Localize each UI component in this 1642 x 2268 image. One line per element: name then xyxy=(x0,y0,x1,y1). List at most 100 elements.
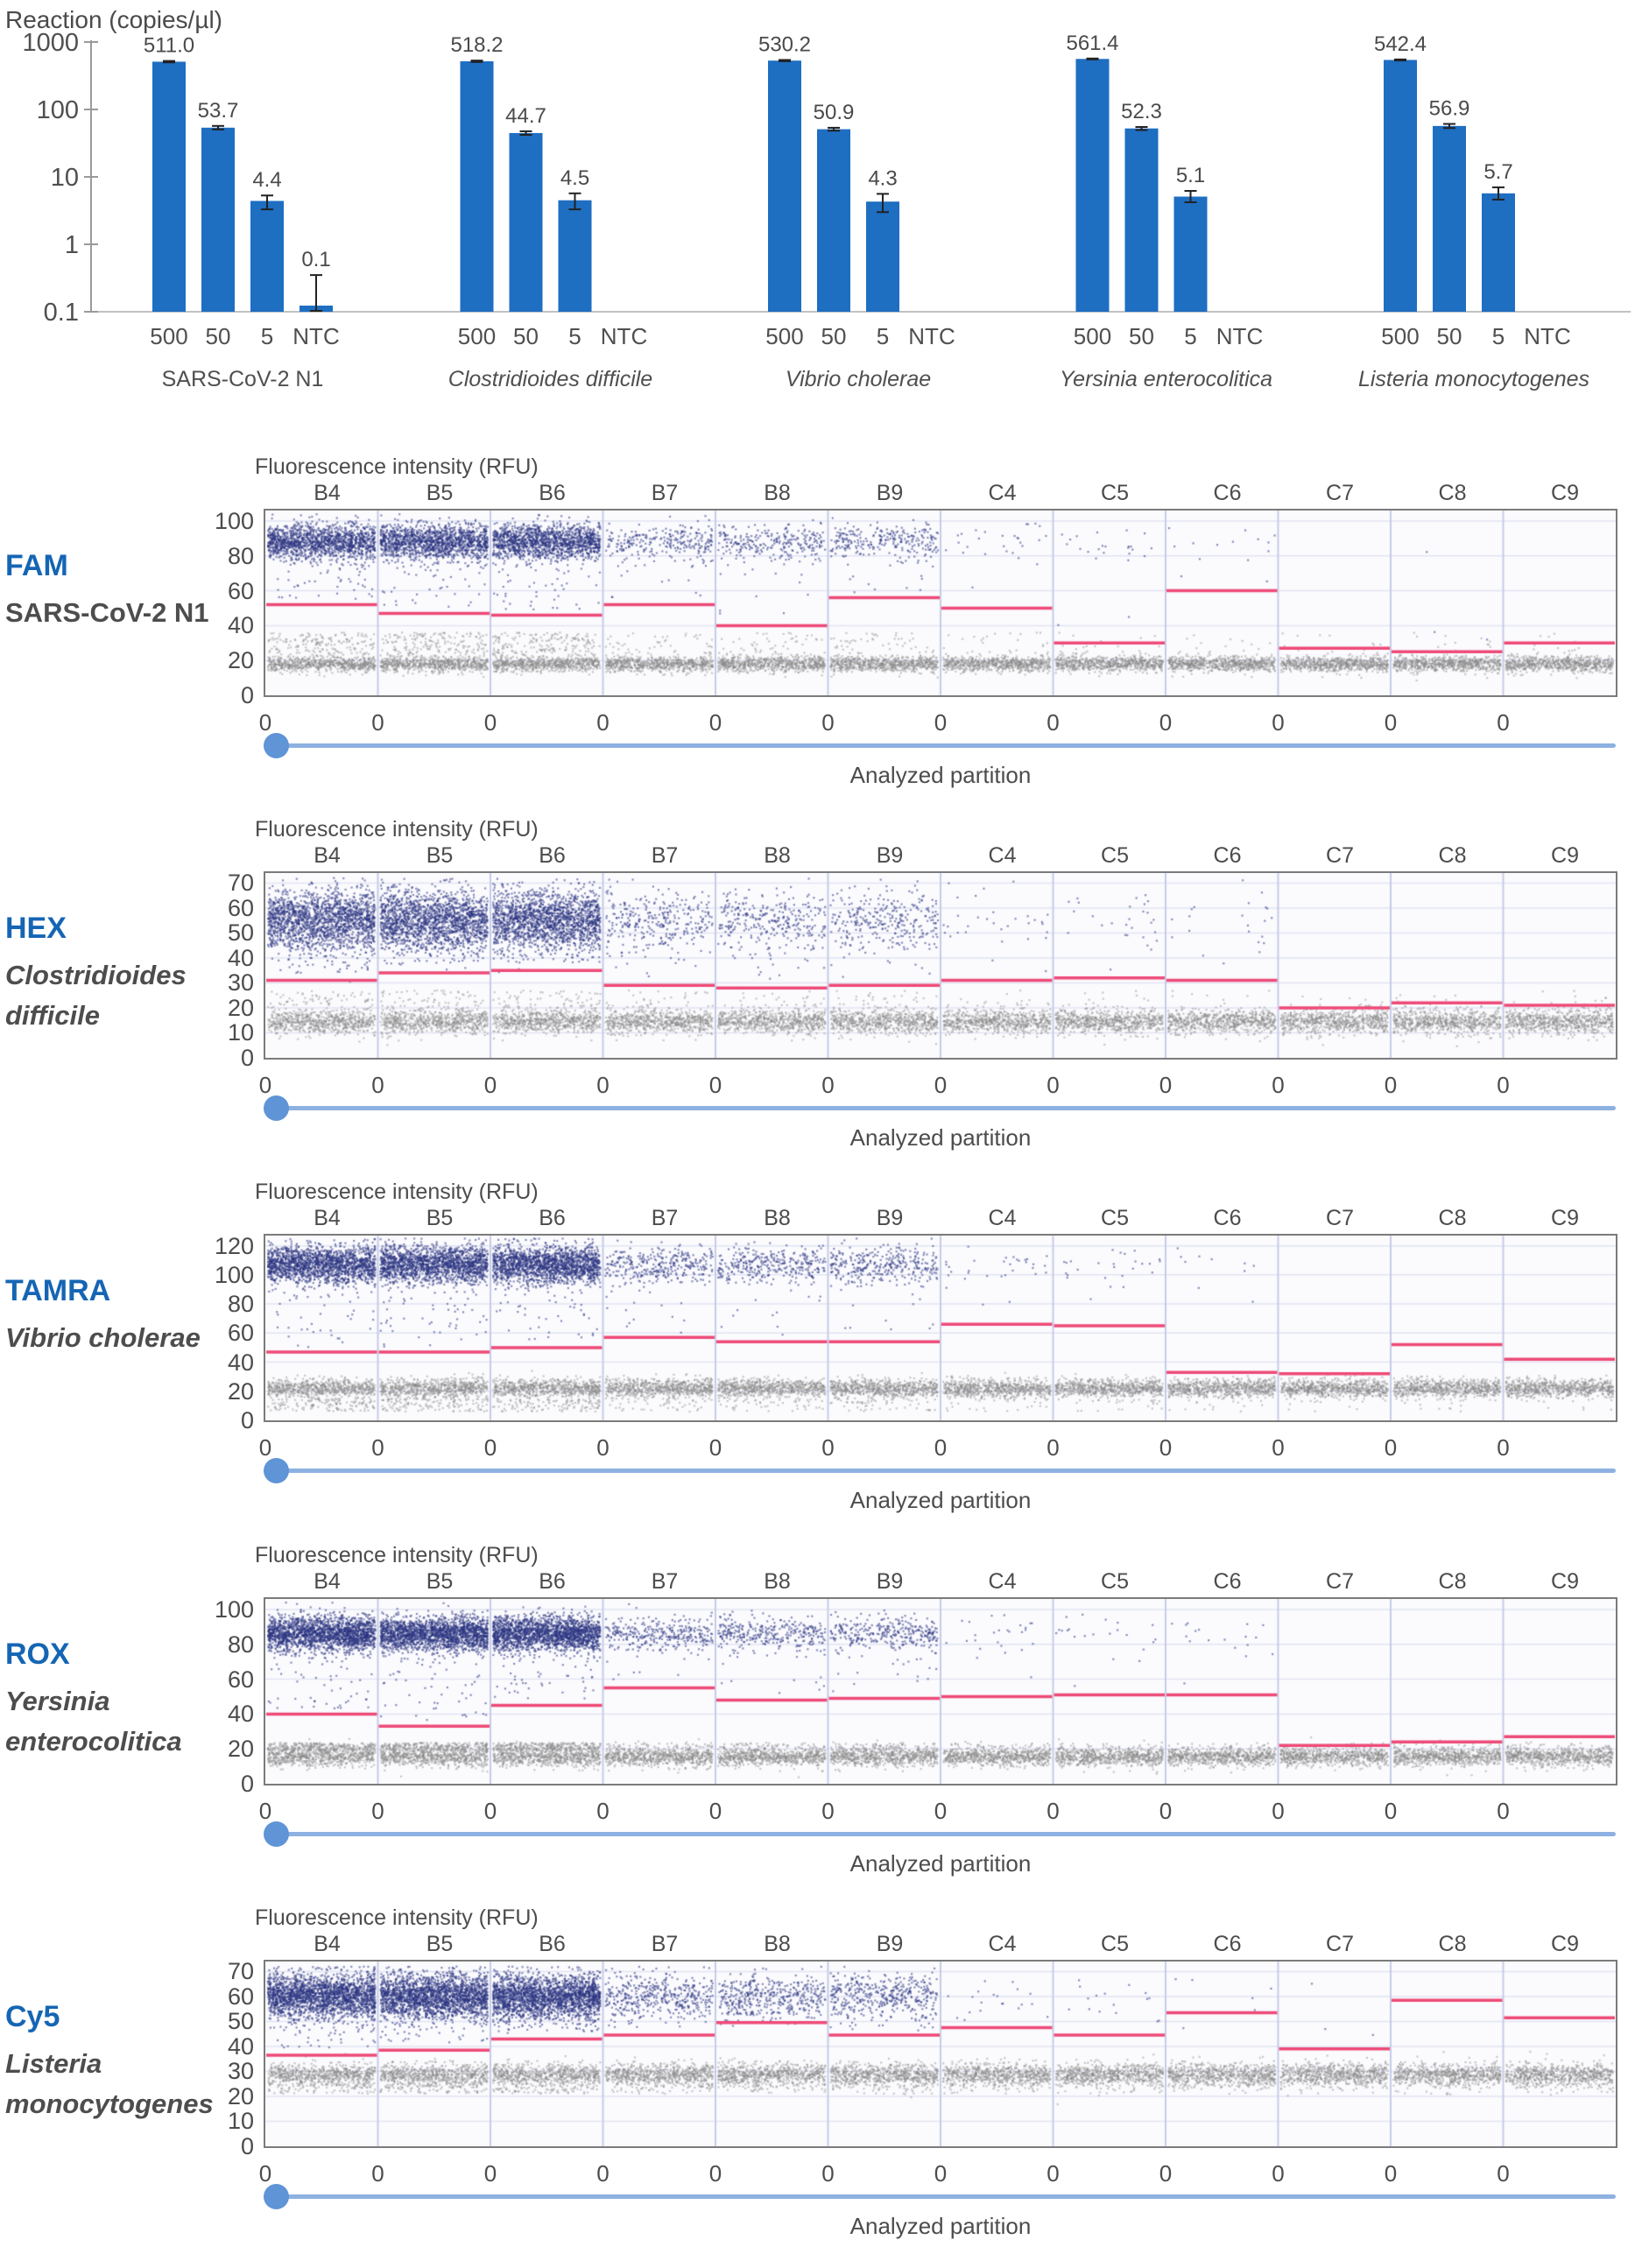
partition-slider[interactable] xyxy=(264,2184,1616,2209)
x-tick-zero: 0 xyxy=(483,1434,497,1461)
y-axis-title: Fluorescence intensity (RFU) xyxy=(255,1543,539,1567)
well-header: C8 xyxy=(1438,843,1467,868)
x-tick-zero: 0 xyxy=(821,1072,835,1098)
x-tick-zero: 0 xyxy=(821,1434,835,1461)
bar-x-tick-label: NTC xyxy=(292,323,339,349)
well-header: C9 xyxy=(1551,1569,1579,1594)
x-tick-zero: 0 xyxy=(708,709,722,736)
y-tick-label: 20 xyxy=(227,2082,254,2110)
x-tick-zero: 0 xyxy=(1497,2160,1510,2187)
target-line-1: Vibrio cholerae xyxy=(5,1322,201,1353)
bar-x-tick-label: NTC xyxy=(1216,323,1263,349)
y-tick-label: 30 xyxy=(227,2058,254,2085)
well-header: C4 xyxy=(988,1206,1017,1230)
partition-slider[interactable] xyxy=(264,733,1616,758)
y-tick-label: 40 xyxy=(227,2032,254,2060)
y-tick-label: 70 xyxy=(227,870,254,897)
y-tick-label: 0 xyxy=(240,1407,254,1433)
well-header: B9 xyxy=(876,1206,904,1230)
target-label: SARS-CoV-2 N1 xyxy=(5,593,209,633)
bar-x-tick-label: 500 xyxy=(1074,323,1111,349)
y-tick-labels: 100 80 60 40 20 0 xyxy=(123,509,254,708)
target-line-1: SARS-CoV-2 N1 xyxy=(5,597,209,628)
panel-tamra: TAMRA Vibrio cholerae Fluorescence inten… xyxy=(0,1180,1642,1542)
slider-knob[interactable] xyxy=(264,1095,289,1121)
x-tick-zero: 0 xyxy=(934,1072,948,1098)
bar-group-label: SARS-CoV-2 N1 xyxy=(162,367,324,391)
bar-value-label: 53.7 xyxy=(198,99,239,123)
x-axis-label: Analyzed partition xyxy=(849,1124,1032,1151)
x-tick-zero: 0 xyxy=(1159,1434,1173,1461)
x-tick-zero: 0 xyxy=(258,2160,272,2187)
well-header: B4 xyxy=(314,1932,341,1956)
panel-hex: HEX Clostridioides difficile Fluorescenc… xyxy=(0,817,1642,1180)
well-header: B5 xyxy=(426,1569,454,1594)
bar xyxy=(509,132,543,312)
y-tick-label: 60 xyxy=(227,577,254,604)
y-tick-labels: 70 60 50 40 30 20 10 0 xyxy=(123,870,254,1070)
well-header: C6 xyxy=(1213,481,1242,505)
y-tick-label: 0 xyxy=(240,1045,254,1071)
x-tick-zero: 0 xyxy=(371,2160,384,2187)
x-tick-zero: 0 xyxy=(1497,1434,1510,1461)
well-header: C9 xyxy=(1551,843,1579,868)
well-header: C7 xyxy=(1326,843,1354,868)
x-tick-zero: 0 xyxy=(483,709,497,736)
well-header: C9 xyxy=(1551,1206,1579,1230)
x-tick-zero: 0 xyxy=(1047,1798,1060,1824)
partition-slider[interactable] xyxy=(264,1821,1616,1847)
x-tick-zero: 0 xyxy=(821,709,835,736)
slider-knob[interactable] xyxy=(264,1821,289,1847)
x-tick-zero: 0 xyxy=(708,1072,722,1098)
x-axis-label: Analyzed partition xyxy=(849,1850,1032,1877)
x-tick-zero: 0 xyxy=(596,709,610,736)
y-axis-title: Fluorescence intensity (RFU) xyxy=(255,454,539,479)
well-header: B6 xyxy=(539,1932,566,1956)
x-tick-zero: 0 xyxy=(483,2160,497,2187)
panel-rox: ROX Yersinia enterocolitica Fluorescence… xyxy=(0,1543,1642,1905)
y-tick-label: 0 xyxy=(240,2133,254,2159)
y-tick-label: 100 xyxy=(214,1261,254,1288)
y-tick-label: 80 xyxy=(227,1631,254,1658)
bar xyxy=(250,201,284,312)
bar-chart-title: Reaction (copies/µl) xyxy=(5,6,222,33)
x-tick-zero: 0 xyxy=(1272,1072,1285,1098)
partition-slider[interactable] xyxy=(264,1458,1616,1483)
bar-x-tick-label: 500 xyxy=(150,323,187,349)
well-header: C4 xyxy=(988,1569,1017,1594)
well-header: C6 xyxy=(1213,843,1242,868)
y-tick-label: 50 xyxy=(227,919,254,947)
fluor-label: FAM xyxy=(5,549,68,582)
partition-slider[interactable] xyxy=(264,1095,1616,1121)
well-header: B9 xyxy=(876,843,904,868)
target-line-1: Clostridioides xyxy=(5,960,187,990)
y-tick-label: 60 xyxy=(227,894,254,921)
well-header: C5 xyxy=(1101,1932,1129,1956)
y-tick-label: 10 xyxy=(51,164,79,192)
x-tick-zero: 0 xyxy=(483,1072,497,1098)
y-tick-label: 1 xyxy=(65,231,79,259)
x-tick-zero: 0 xyxy=(258,1798,272,1824)
bar-value-label: 530.2 xyxy=(758,32,811,56)
y-tick-label: 20 xyxy=(227,994,254,1021)
x-tick-zero: 0 xyxy=(1384,2160,1398,2187)
slider-knob[interactable] xyxy=(264,733,289,758)
scatter-plot xyxy=(264,1597,1617,1786)
slider-knob[interactable] xyxy=(264,1458,289,1483)
well-header-row: B4 B5 B6 B7 B8 B9 C4 C5 C6 C7 C8 C9 xyxy=(265,1569,1616,1595)
bar-value-label: 542.4 xyxy=(1374,32,1427,56)
bar xyxy=(768,60,801,312)
x-tick-zero: 0 xyxy=(1384,1798,1398,1824)
target-label: Clostridioides difficile xyxy=(5,955,187,1036)
y-axis-title: Fluorescence intensity (RFU) xyxy=(255,1180,539,1204)
fluor-label: ROX xyxy=(5,1638,70,1671)
slider-knob[interactable] xyxy=(264,2184,289,2209)
bar-x-tick-label: 50 xyxy=(206,323,231,349)
bar-value-label: 44.7 xyxy=(505,104,546,128)
target-line-2: monocytogenes xyxy=(5,2088,214,2119)
target-label: Vibrio cholerae xyxy=(5,1318,201,1358)
panel-cy5: Cy5 Listeria monocytogenes Fluorescence … xyxy=(0,1905,1642,2268)
y-tick-label: 120 xyxy=(214,1232,254,1259)
bar-x-tick-label: 50 xyxy=(1129,323,1154,349)
y-tick-label: 100 xyxy=(37,96,79,124)
